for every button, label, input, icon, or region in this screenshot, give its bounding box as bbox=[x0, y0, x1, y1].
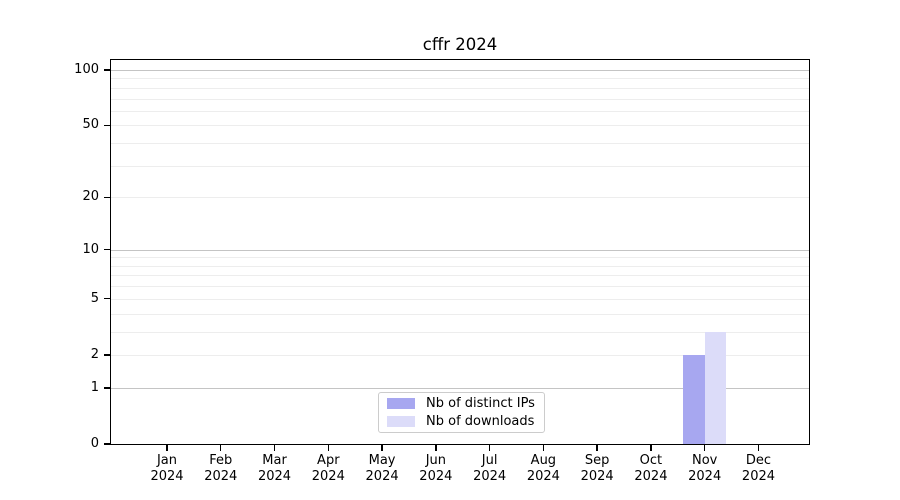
x-tick-label: Jun 2024 bbox=[419, 453, 453, 484]
y-tick-label: 0 bbox=[90, 436, 99, 451]
y-tick bbox=[104, 298, 111, 300]
y-tick bbox=[104, 443, 111, 445]
x-tick bbox=[381, 444, 383, 451]
x-tick bbox=[166, 444, 168, 451]
minor-gridline bbox=[111, 331, 809, 333]
major-gridline bbox=[111, 249, 809, 251]
minor-gridline bbox=[111, 286, 809, 288]
legend-swatch-distinct-ips-icon bbox=[387, 398, 415, 409]
minor-gridline bbox=[111, 165, 809, 167]
x-tick bbox=[704, 444, 706, 451]
legend-swatch-downloads-icon bbox=[387, 416, 415, 427]
x-tick bbox=[542, 444, 545, 451]
minor-gridline bbox=[111, 257, 809, 259]
chart-title: cffr 2024 bbox=[422, 35, 498, 54]
y-tick-label: 50 bbox=[82, 117, 99, 133]
minor-gridline bbox=[111, 265, 809, 267]
x-tick bbox=[273, 444, 276, 451]
x-tick bbox=[327, 444, 329, 451]
x-tick-label: Oct 2024 bbox=[634, 453, 668, 484]
y-tick bbox=[104, 196, 111, 198]
x-tick bbox=[757, 444, 760, 451]
bar-distinct-ips bbox=[683, 354, 705, 444]
minor-gridline bbox=[111, 87, 809, 89]
legend-item-downloads: Nb of downloads bbox=[387, 414, 544, 429]
minor-gridline bbox=[111, 313, 809, 315]
legend-label-distinct-ips: Nb of distinct IPs bbox=[426, 396, 535, 411]
x-tick-label: Sep 2024 bbox=[580, 453, 614, 484]
x-tick-label: Nov 2024 bbox=[688, 453, 722, 484]
x-tick bbox=[596, 444, 598, 451]
x-tick-label: Dec 2024 bbox=[741, 453, 776, 484]
minor-gridline bbox=[111, 275, 809, 277]
x-tick-label: Apr 2024 bbox=[311, 453, 345, 484]
legend: Nb of distinct IPs Nb of downloads bbox=[378, 392, 545, 433]
bar-downloads bbox=[704, 331, 727, 444]
y-tick-label: 100 bbox=[74, 61, 99, 77]
legend-label-downloads: Nb of downloads bbox=[426, 414, 535, 429]
plot-area bbox=[110, 59, 810, 445]
y-tick bbox=[104, 387, 111, 389]
x-tick-label: Jul 2024 bbox=[473, 453, 507, 484]
x-tick-label: Jan 2024 bbox=[150, 453, 184, 484]
y-tick-label: 5 bbox=[90, 290, 99, 306]
x-tick-label: May 2024 bbox=[365, 453, 399, 484]
x-tick bbox=[488, 444, 491, 451]
minor-gridline bbox=[111, 298, 809, 300]
x-tick-label: Aug 2024 bbox=[526, 453, 560, 484]
legend-item-distinct-ips: Nb of distinct IPs bbox=[387, 396, 544, 411]
y-tick-label: 2 bbox=[90, 346, 99, 362]
minor-gridline bbox=[111, 143, 809, 145]
minor-gridline bbox=[111, 78, 809, 80]
x-tick-label: Feb 2024 bbox=[204, 453, 238, 484]
major-gridline bbox=[111, 69, 809, 71]
y-tick bbox=[104, 248, 111, 251]
x-tick-label: Mar 2024 bbox=[257, 453, 292, 484]
x-tick bbox=[435, 444, 437, 451]
minor-gridline bbox=[111, 197, 809, 199]
y-tick bbox=[104, 354, 111, 356]
y-tick bbox=[104, 69, 111, 71]
major-gridline bbox=[111, 387, 809, 389]
x-tick bbox=[650, 444, 652, 451]
minor-gridline bbox=[111, 354, 809, 356]
minor-gridline bbox=[111, 110, 809, 112]
y-tick-label: 1 bbox=[90, 379, 99, 395]
y-tick-label: 20 bbox=[82, 189, 99, 205]
minor-gridline bbox=[111, 125, 809, 127]
y-tick bbox=[104, 124, 111, 127]
minor-gridline bbox=[111, 98, 809, 100]
y-tick-label: 10 bbox=[82, 241, 99, 257]
x-tick bbox=[220, 444, 222, 451]
